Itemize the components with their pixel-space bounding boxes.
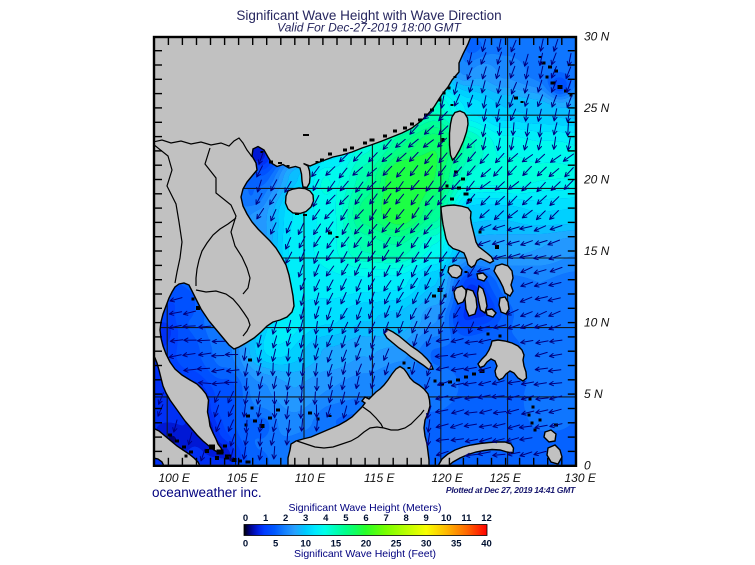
svg-text:10: 10 <box>441 513 452 524</box>
svg-text:0: 0 <box>243 539 248 550</box>
svg-text:12: 12 <box>481 513 492 524</box>
svg-text:105 E: 105 E <box>227 471 259 485</box>
svg-text:20 N: 20 N <box>583 173 610 187</box>
svg-text:0: 0 <box>584 459 591 473</box>
svg-text:Significant Wave Height (Meter: Significant Wave Height (Meters) <box>288 502 441 514</box>
svg-text:10 N: 10 N <box>584 316 610 330</box>
svg-text:0: 0 <box>243 513 248 524</box>
svg-text:5 N: 5 N <box>584 387 603 401</box>
svg-text:110 E: 110 E <box>295 471 326 485</box>
svg-text:9: 9 <box>424 513 429 524</box>
svg-text:30: 30 <box>421 539 432 550</box>
svg-text:130 E: 130 E <box>565 471 597 485</box>
svg-text:35: 35 <box>451 539 462 550</box>
svg-text:5: 5 <box>343 513 349 524</box>
svg-text:3: 3 <box>303 513 308 524</box>
svg-text:4: 4 <box>323 513 329 524</box>
svg-text:25: 25 <box>391 539 402 550</box>
svg-text:120 E: 120 E <box>432 471 464 485</box>
svg-text:115 E: 115 E <box>364 471 395 485</box>
svg-text:25 N: 25 N <box>583 101 610 115</box>
svg-text:1: 1 <box>263 513 269 524</box>
svg-text:15 N: 15 N <box>584 244 610 258</box>
svg-text:Valid For Dec-27-2019 18:00 GM: Valid For Dec-27-2019 18:00 GMT <box>277 21 462 35</box>
svg-text:11: 11 <box>461 513 472 524</box>
svg-text:10: 10 <box>300 539 311 550</box>
svg-text:6: 6 <box>363 513 368 524</box>
svg-text:2: 2 <box>283 513 288 524</box>
svg-text:20: 20 <box>361 539 372 550</box>
svg-text:15: 15 <box>331 539 342 550</box>
svg-text:7: 7 <box>383 513 388 524</box>
svg-text:125 E: 125 E <box>490 471 522 485</box>
svg-text:100 E: 100 E <box>159 471 191 485</box>
svg-text:Plotted at Dec 27, 2019 14:41: Plotted at Dec 27, 2019 14:41 GMT <box>446 485 576 495</box>
svg-text:5: 5 <box>273 539 279 550</box>
svg-text:oceanweather inc.: oceanweather inc. <box>152 485 262 500</box>
svg-text:Significant Wave Height (Feet): Significant Wave Height (Feet) <box>294 548 436 560</box>
svg-text:8: 8 <box>403 513 408 524</box>
svg-text:30 N: 30 N <box>584 30 610 44</box>
svg-text:Significant Wave Height with W: Significant Wave Height with Wave Direct… <box>236 8 501 23</box>
svg-text:40: 40 <box>481 539 492 550</box>
